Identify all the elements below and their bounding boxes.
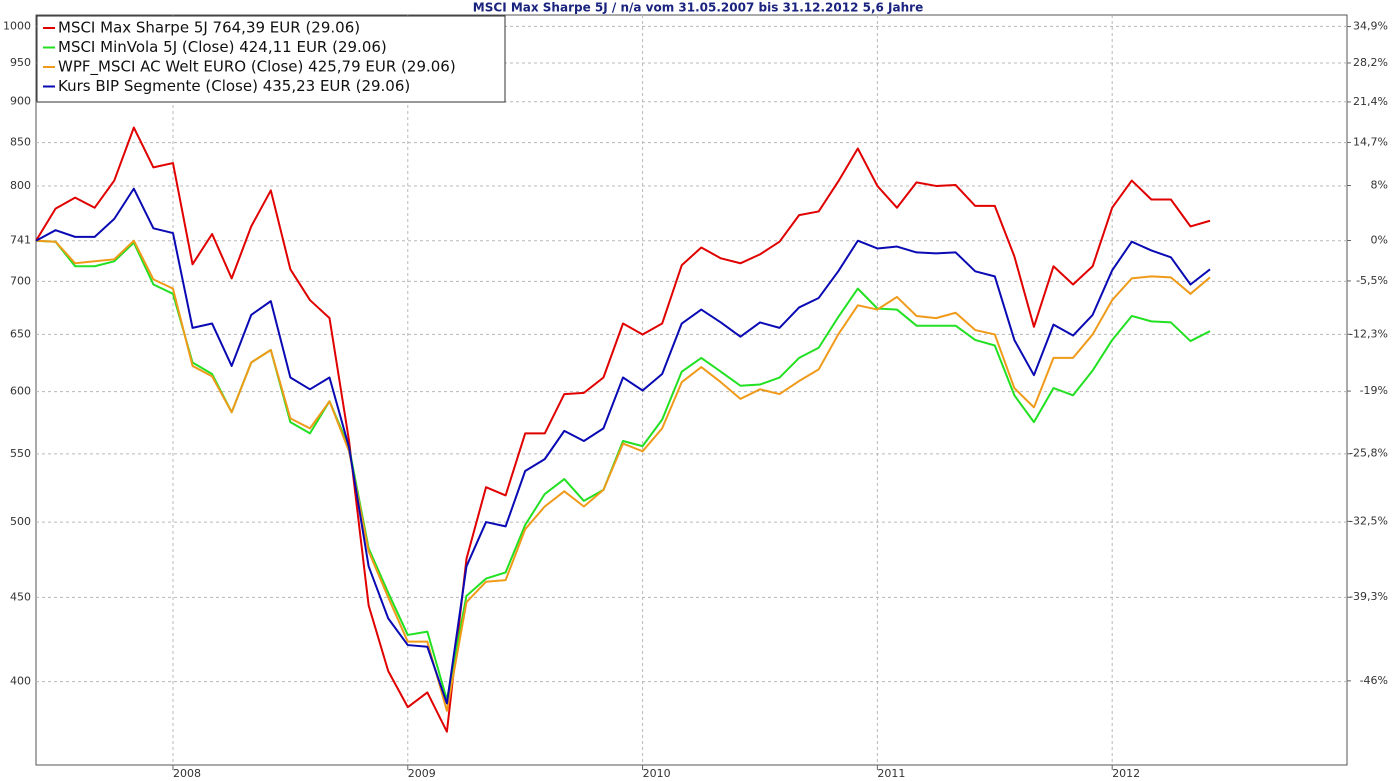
legend-label: WPF_MSCI AC Welt EURO (Close) 425,79 EUR… [58, 58, 456, 77]
y-tick-label: 850 [10, 136, 31, 149]
y2-tick-label: -32,5% [1349, 514, 1388, 527]
series-line [35, 239, 1211, 712]
y2-tick-label: 21,4% [1353, 95, 1388, 108]
y-tick-label: 500 [10, 515, 31, 528]
x-tick-label: 2011 [877, 767, 905, 780]
y-tick-label: 700 [10, 274, 31, 287]
series-line [35, 187, 1211, 705]
y2-tick-label: -19% [1360, 384, 1388, 397]
y-tick-label: 900 [10, 95, 31, 108]
y2-tick-label: 34,9% [1353, 20, 1388, 33]
y2-tick-label: 8% [1371, 178, 1388, 191]
series-line [35, 126, 1211, 733]
y-tick-label: 950 [10, 56, 31, 69]
grid [36, 15, 1347, 765]
y-tick-label: 400 [10, 675, 31, 688]
y-tick-label: 800 [10, 179, 31, 192]
y-tick-label: 600 [10, 385, 31, 398]
legend-label: MSCI MinVola 5J (Close) 424,11 EUR (29.0… [58, 38, 387, 56]
y2-tick-label: -46% [1360, 674, 1388, 687]
legend: MSCI Max Sharpe 5J 764,39 EUR (29.06)MSC… [36, 15, 506, 103]
chart-title: MSCI Max Sharpe 5J / n/a vom 31.05.2007 … [473, 1, 923, 15]
y2-tick-label: 14,7% [1353, 135, 1388, 148]
plot-area [35, 14, 1348, 766]
x-tick-label: 2010 [643, 767, 671, 780]
y-tick-label: 741 [10, 234, 31, 247]
legend-label: MSCI Max Sharpe 5J 764,39 EUR (29.06) [58, 19, 360, 37]
y2-tick-label: -12,3% [1349, 327, 1388, 340]
y-tick-label: 1000 [3, 19, 31, 32]
y2-tick-label: -25,8% [1349, 447, 1388, 460]
x-tick-label: 2008 [173, 767, 201, 780]
y2-tick-label: 28,2% [1353, 56, 1388, 69]
y-tick-label: 650 [10, 327, 31, 340]
y2-tick-label: 0% [1371, 233, 1388, 246]
x-tick-label: 2012 [1112, 767, 1140, 780]
legend-box [36, 15, 506, 103]
y2-tick-label: -39,3% [1349, 590, 1388, 603]
y-tick-label: 550 [10, 447, 31, 460]
y-tick-label: 450 [10, 590, 31, 603]
x-tick-label: 2009 [408, 767, 436, 780]
legend-label: Kurs BIP Segmente (Close) 435,23 EUR (29… [58, 77, 410, 95]
y2-tick-label: -5,5% [1356, 274, 1388, 287]
